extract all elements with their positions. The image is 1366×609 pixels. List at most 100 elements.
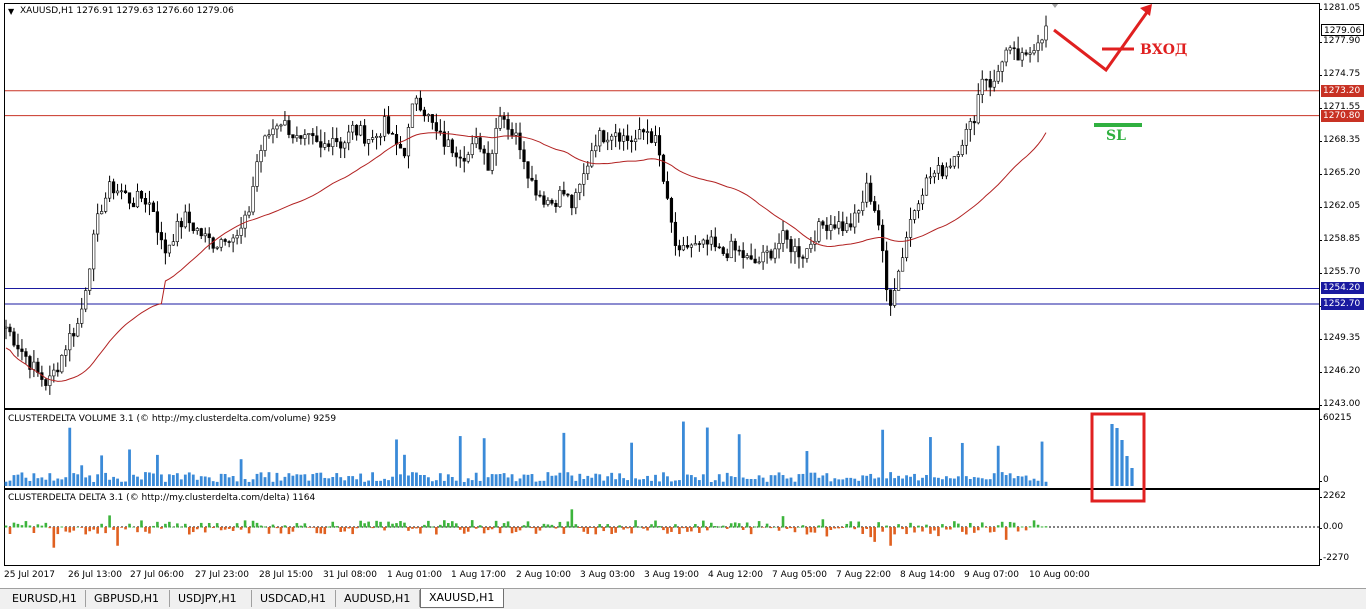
delta-bar [670, 527, 673, 532]
delta-bar [725, 527, 729, 529]
volume-bar [295, 474, 299, 486]
delta-bar [686, 527, 689, 532]
volume-bar [267, 472, 271, 486]
volume-bar [132, 474, 135, 486]
delta-bar [52, 527, 56, 548]
volume-bar [371, 472, 374, 486]
delta-bar [849, 521, 853, 528]
symbol-tab-xauusdh1[interactable]: XAUUSD,H1 [420, 589, 504, 608]
volume-bar [179, 479, 183, 486]
volume-bar [761, 477, 765, 486]
delta-bar [817, 525, 821, 528]
candle-body [143, 197, 148, 205]
delta-bar [737, 523, 741, 528]
volume-bar [606, 476, 610, 486]
volume-bar [849, 477, 853, 486]
candle-body [470, 143, 474, 155]
time-axis-label: 9 Aug 07:00 [964, 570, 1019, 580]
volume-bar [745, 478, 749, 486]
delta-bar [148, 527, 151, 534]
delta-bar [901, 527, 904, 530]
volume-bar [291, 475, 295, 486]
delta-bar [263, 526, 267, 528]
symbol-tab-usdcadh1[interactable]: USDCAD,H1 [252, 590, 336, 607]
volume-bar [68, 427, 72, 486]
candle-body [418, 97, 423, 111]
delta-bar [64, 527, 68, 532]
volume-bar [8, 480, 12, 486]
delta-bar [132, 526, 135, 528]
volume-bar [933, 477, 936, 486]
candle-body [207, 233, 211, 239]
volume-bar [797, 474, 801, 486]
symbol-tab-usdjpyh1[interactable]: USDJPY,H1 [170, 590, 252, 607]
candle-body [841, 221, 845, 232]
volume-bar [104, 472, 108, 486]
candle-body [100, 211, 104, 215]
candle-body [761, 251, 765, 263]
candle-body [76, 323, 80, 337]
candle-body [996, 71, 1000, 82]
volume-bar [705, 427, 709, 486]
candle-body [367, 139, 371, 144]
symbol-tab-eurusdh1[interactable]: EURUSD,H1 [4, 590, 86, 607]
current-price-tag: 1279.06 [1321, 24, 1364, 36]
volume-bar [554, 475, 558, 486]
volume-bar [259, 472, 263, 486]
candle-body [968, 121, 972, 130]
delta-bar [327, 526, 331, 528]
volume-bar [32, 473, 36, 486]
candle-body [849, 223, 853, 228]
symbol-tab-gbpusdh1[interactable]: GBPUSD,H1 [86, 590, 170, 607]
volume-bar [24, 477, 28, 486]
volume-bar [845, 477, 849, 486]
delta-bar [391, 523, 394, 528]
volume-bar [921, 477, 924, 486]
volume-bar [486, 477, 490, 486]
candle-body [251, 186, 255, 213]
delta-bar [941, 524, 944, 528]
candle-body [28, 356, 32, 370]
delta-bar [682, 527, 685, 529]
delta-bar [128, 523, 131, 528]
volume-bar [693, 477, 697, 486]
volume-bar [956, 476, 960, 486]
candle-body [717, 246, 721, 249]
delta-bar [172, 526, 175, 528]
volume-indicator-pane[interactable] [4, 409, 1320, 489]
candle-body [853, 212, 857, 228]
candle-body [976, 94, 980, 124]
candle-body [964, 129, 968, 146]
candle-body [351, 124, 355, 133]
candle-body [693, 243, 697, 246]
volume-bar [829, 481, 833, 486]
candle-body [1004, 49, 1008, 63]
volume-bar [558, 472, 562, 486]
volume-bar [526, 474, 530, 486]
candle-body [167, 244, 171, 254]
delta-bar [239, 527, 243, 530]
delta-bar [694, 524, 697, 528]
symbol-tab-audusdh1[interactable]: AUDUSD,H1 [336, 590, 420, 607]
delta-bar [996, 525, 1000, 528]
candle-body [705, 239, 709, 245]
moving-average-line [5, 132, 1047, 382]
volume-bar [769, 475, 773, 486]
volume-bar [709, 481, 713, 486]
candle-body [980, 78, 984, 95]
delta-bar [199, 522, 203, 528]
delta-bar [622, 527, 625, 530]
volume-bar [889, 472, 893, 486]
delta-bar [164, 523, 167, 528]
level-price-tag: 1254.20 [1321, 282, 1364, 295]
candle-body [845, 223, 849, 232]
candle-body [729, 240, 733, 259]
delta-bar [363, 523, 366, 528]
delta-bar [8, 527, 12, 534]
chart-menu-triangle-icon[interactable]: ▼ [8, 7, 15, 16]
volume-bar [634, 478, 637, 486]
candle-body [865, 182, 869, 203]
price-chart-pane[interactable] [4, 3, 1320, 409]
delta-bar [905, 527, 908, 535]
time-axis-label: 2 Aug 10:00 [516, 570, 571, 580]
